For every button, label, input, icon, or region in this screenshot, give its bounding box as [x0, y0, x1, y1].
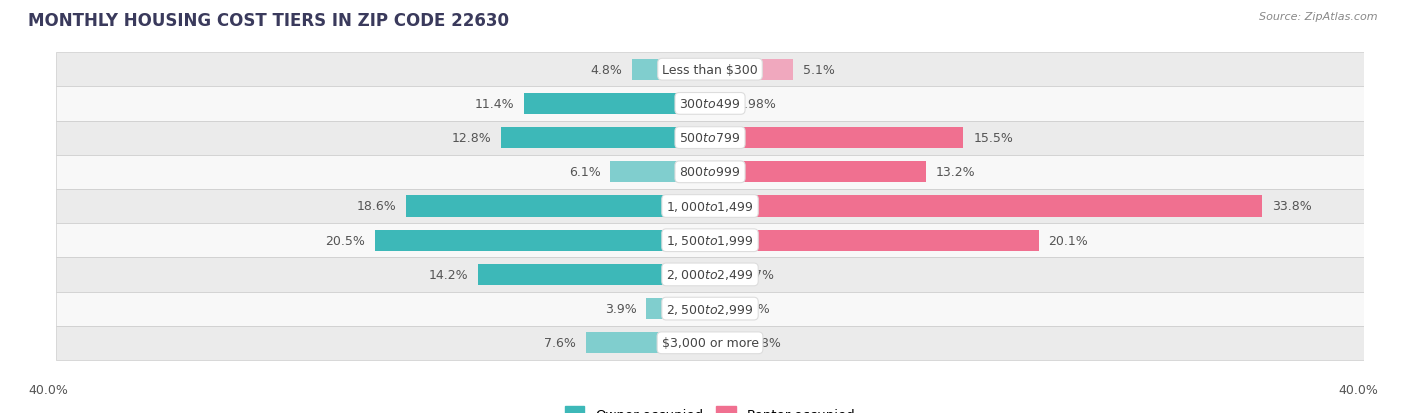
Text: Source: ZipAtlas.com: Source: ZipAtlas.com [1260, 12, 1378, 22]
Text: 20.1%: 20.1% [1049, 234, 1088, 247]
Bar [710, 162, 925, 183]
Bar [56, 121, 1364, 155]
Text: 33.8%: 33.8% [1272, 200, 1312, 213]
Text: 40.0%: 40.0% [1339, 384, 1378, 396]
Bar [586, 332, 710, 354]
Bar [56, 223, 1364, 258]
Text: 15.5%: 15.5% [973, 132, 1014, 145]
Bar [375, 230, 710, 251]
Bar [710, 196, 1263, 217]
Text: Less than $300: Less than $300 [662, 64, 758, 76]
Text: $1,000 to $1,499: $1,000 to $1,499 [666, 199, 754, 214]
Bar [610, 162, 710, 183]
Bar [56, 258, 1364, 292]
Text: 0.64%: 0.64% [730, 302, 770, 316]
Bar [631, 59, 710, 81]
Text: 14.2%: 14.2% [429, 268, 468, 281]
Text: 0.98%: 0.98% [735, 97, 776, 111]
Bar [56, 53, 1364, 87]
Bar [710, 230, 1039, 251]
Text: 18.6%: 18.6% [357, 200, 396, 213]
Text: $2,500 to $2,999: $2,500 to $2,999 [666, 302, 754, 316]
Text: 40.0%: 40.0% [28, 384, 67, 396]
Bar [56, 292, 1364, 326]
Text: 12.8%: 12.8% [451, 132, 491, 145]
Text: $800 to $999: $800 to $999 [679, 166, 741, 179]
Text: 6.1%: 6.1% [569, 166, 600, 179]
Text: 0.87%: 0.87% [734, 268, 775, 281]
Text: $300 to $499: $300 to $499 [679, 97, 741, 111]
Bar [56, 155, 1364, 190]
Bar [56, 87, 1364, 121]
Text: $2,000 to $2,499: $2,000 to $2,499 [666, 268, 754, 282]
Bar [56, 326, 1364, 360]
Bar [710, 128, 963, 149]
Bar [710, 298, 720, 319]
Bar [523, 94, 710, 115]
Bar [501, 128, 710, 149]
Text: 4.8%: 4.8% [591, 64, 621, 76]
Bar [56, 190, 1364, 223]
Legend: Owner-occupied, Renter-occupied: Owner-occupied, Renter-occupied [560, 401, 860, 413]
Bar [478, 264, 710, 285]
Text: $500 to $799: $500 to $799 [679, 132, 741, 145]
Bar [710, 264, 724, 285]
Text: 11.4%: 11.4% [474, 97, 515, 111]
Text: 1.8%: 1.8% [749, 337, 782, 349]
Text: 13.2%: 13.2% [935, 166, 976, 179]
Text: 20.5%: 20.5% [325, 234, 366, 247]
Text: $1,500 to $1,999: $1,500 to $1,999 [666, 234, 754, 248]
Text: 5.1%: 5.1% [803, 64, 835, 76]
Text: $3,000 or more: $3,000 or more [662, 337, 758, 349]
Text: 7.6%: 7.6% [544, 337, 576, 349]
Bar [406, 196, 710, 217]
Bar [710, 332, 740, 354]
Bar [710, 94, 725, 115]
Text: MONTHLY HOUSING COST TIERS IN ZIP CODE 22630: MONTHLY HOUSING COST TIERS IN ZIP CODE 2… [28, 12, 509, 30]
Bar [710, 59, 793, 81]
Text: 3.9%: 3.9% [605, 302, 637, 316]
Bar [647, 298, 710, 319]
